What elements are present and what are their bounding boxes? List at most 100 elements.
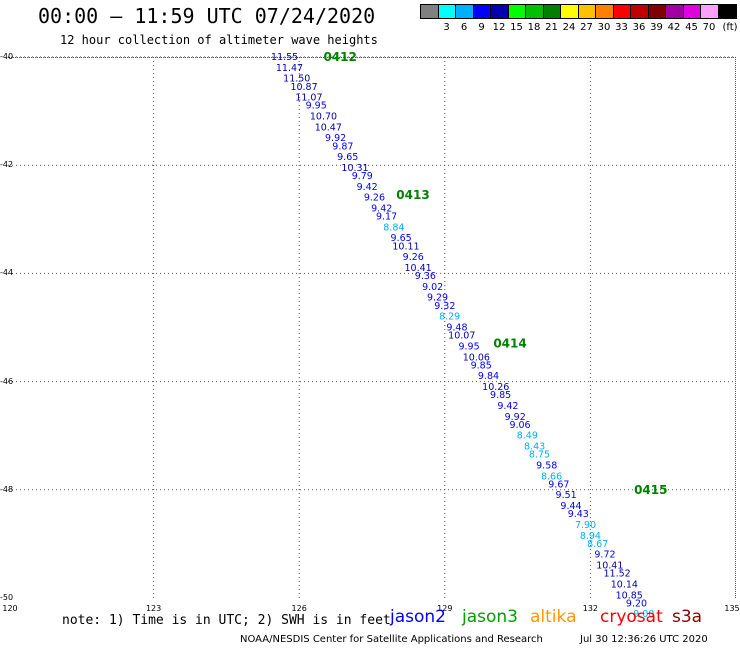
scale-swatch	[717, 4, 737, 19]
wave-height-value: 10.85	[616, 590, 643, 601]
wave-height-value: 9.79	[352, 171, 373, 182]
legend-jason3: jason3	[462, 607, 518, 627]
latitude-label: -40	[0, 52, 14, 61]
wave-height-value: 9.06	[509, 420, 530, 431]
wave-height-value: 10.41	[405, 263, 432, 274]
wave-height-value: 11.50	[283, 74, 310, 85]
wave-height-value: 10.70	[310, 112, 337, 123]
scale-label: 45	[685, 22, 698, 33]
wave-height-value: 8.84	[383, 222, 404, 233]
scale-label: 27	[580, 22, 593, 33]
latitude-label: -46	[0, 376, 14, 386]
wave-height-value: 9.44	[560, 501, 581, 512]
wave-height-value: 11.55	[271, 52, 298, 63]
wave-height-value: 8.43	[524, 442, 545, 453]
pass-time-label: 0414	[493, 337, 526, 351]
wave-height-value: 10.11	[392, 241, 419, 252]
wave-height-value: 11.52	[603, 569, 630, 580]
wave-height-value: 9.95	[306, 101, 327, 112]
wave-height-value: 9.17	[376, 212, 397, 223]
wave-height-value: 10.06	[463, 352, 490, 363]
wave-height-value: 9.02	[422, 282, 443, 293]
wave-height-value: 9.29	[427, 293, 448, 304]
legend-altika: altika	[530, 607, 577, 627]
latitude-label: -44	[0, 268, 14, 278]
pass-time-label: 0413	[396, 188, 429, 202]
longitude-label: 129	[437, 604, 453, 613]
scale-unit-label: (ft)	[722, 22, 738, 33]
wave-height-value: 8.49	[517, 431, 538, 442]
wave-height-value: 8.67	[587, 539, 608, 550]
wave-height-value: 8.29	[439, 312, 460, 323]
wave-height-value: 9.65	[391, 233, 412, 244]
wave-height-value: 9.32	[434, 301, 455, 312]
scale-label: 12	[492, 22, 506, 33]
scale-label: 9	[478, 22, 485, 33]
legend-jason2: jason2	[390, 607, 446, 627]
wave-height-value: 10.26	[482, 382, 509, 393]
wave-height-value: 9.51	[556, 490, 577, 501]
scale-label: 42	[667, 22, 681, 33]
wave-height-value: 9.72	[594, 550, 615, 561]
longitude-label: 135	[724, 604, 740, 613]
wave-height-value: 11.47	[276, 63, 303, 74]
wave-height-value: 9.42	[497, 401, 518, 412]
wave-height-value: 9.26	[403, 252, 424, 263]
longitude-label: 120	[2, 604, 18, 613]
scale-label: 36	[632, 22, 646, 33]
wave-height-value: 9.84	[478, 371, 499, 382]
wave-height-value: 9.92	[505, 412, 526, 423]
wave-height-value: 9.87	[332, 141, 353, 152]
wave-height-value: 8.75	[529, 450, 550, 461]
scale-label: 15	[510, 22, 523, 33]
wave-height-value: 9.85	[490, 390, 511, 401]
wave-height-value: 10.14	[611, 579, 638, 590]
scale-label: 39	[650, 22, 663, 33]
scale-label: 21	[545, 22, 558, 33]
map-subtitle: 12 hour collection of altimeter wave hei…	[60, 33, 378, 47]
scale-label: 3	[443, 22, 450, 33]
scale-label: 30	[597, 22, 611, 33]
wave-height-value: 9.58	[536, 460, 557, 471]
latitude-label: -42	[0, 160, 14, 170]
longitude-label: 132	[582, 604, 599, 613]
longitude-label: 123	[145, 604, 162, 613]
pass-time-label: 0412	[323, 50, 356, 64]
wave-height-value: 10.87	[290, 82, 317, 93]
footer-timestamp: Jul 30 12:36:26 UTC 2020	[580, 634, 708, 645]
scale-label: 33	[615, 22, 628, 33]
wave-height-value: 9.43	[568, 509, 589, 520]
note-text: note: 1) Time is in UTC; 2) SWH is in fe…	[62, 613, 391, 628]
longitude-label: 126	[291, 604, 307, 613]
footer-credit: NOAA/NESDIS Center for Satellite Applica…	[240, 634, 543, 645]
wave-height-value: 9.92	[325, 133, 346, 144]
wave-height-value: 9.67	[548, 479, 569, 490]
latitude-label: -50	[0, 593, 14, 602]
scale-label: 70	[702, 22, 716, 33]
wave-height-value: 8.66	[541, 471, 562, 482]
wave-height-value: 7.90	[575, 520, 596, 531]
wave-height-value: 9.42	[371, 203, 392, 214]
latitude-label: -48	[0, 484, 14, 494]
wave-height-value: 10.41	[596, 561, 623, 572]
scale-label: 6	[460, 22, 468, 33]
wave-height-value: 8.94	[580, 531, 601, 542]
wave-height-value: 9.95	[458, 341, 479, 352]
scale-label: 24	[562, 22, 576, 33]
pass-time-label: 0415	[634, 483, 667, 497]
legend-cryosat: cryosat	[600, 607, 663, 627]
scale-label: 18	[527, 22, 541, 33]
wave-height-value: 10.31	[341, 163, 368, 174]
wave-height-value: 9.36	[415, 271, 436, 282]
wave-height-value: 9.42	[357, 182, 378, 193]
wave-height-value: 9.00	[633, 609, 654, 620]
wave-height-value: 9.20	[626, 598, 647, 609]
wave-height-value: 10.47	[315, 122, 342, 133]
wave-height-value: 9.48	[446, 323, 467, 334]
wave-height-value: 9.85	[471, 360, 492, 371]
wave-height-value: 9.26	[364, 193, 385, 204]
wave-height-value: 10.07	[448, 331, 475, 342]
map-title: 00:00 – 11:59 UTC 07/24/2020	[38, 4, 376, 28]
legend-s3a: s3a	[672, 607, 703, 627]
